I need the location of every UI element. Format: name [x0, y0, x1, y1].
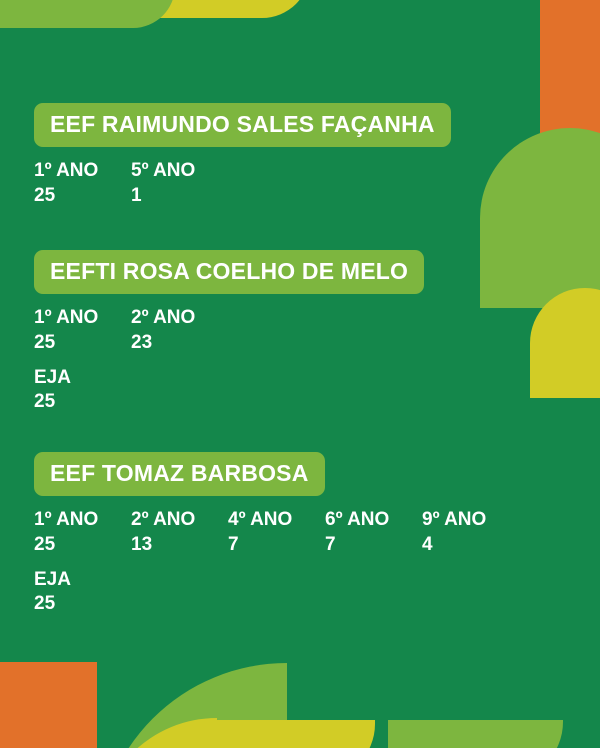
grade-column: 2º ANO 13: [131, 509, 228, 557]
decor-bottom-green-rounded: [388, 720, 563, 748]
grade-label: 1º ANO: [34, 307, 99, 328]
school-block-3: EEF TOMAZ BARBOSA 1º ANO 25 2º ANO 13 4º…: [34, 452, 519, 616]
grade-column: EJA 25: [34, 569, 131, 617]
grade-column: EJA 25: [34, 367, 131, 415]
grade-value: 7: [325, 533, 336, 555]
grade-row: 1º ANO 25 5º ANO 1: [34, 160, 451, 208]
grade-column: 4º ANO 7: [228, 509, 325, 557]
grade-label: 5º ANO: [131, 160, 196, 181]
decor-bottom-yellow-rounded: [207, 720, 375, 748]
grade-value: 25: [34, 593, 56, 615]
grade-value: 13: [131, 533, 153, 555]
grade-column: 6º ANO 7: [325, 509, 422, 557]
grade-value: 25: [34, 331, 56, 353]
school-block-2: EEFTI ROSA COELHO DE MELO 1º ANO 25 2º A…: [34, 250, 425, 415]
grade-value: 25: [34, 391, 56, 413]
grade-row: 1º ANO 25 2º ANO 13 4º ANO 7 6º ANO 7 9º…: [34, 509, 519, 557]
grade-label: 6º ANO: [325, 509, 390, 530]
grade-column: 1º ANO 25: [34, 160, 131, 208]
grade-value: 23: [131, 331, 153, 353]
grade-label: 1º ANO: [34, 160, 99, 181]
decor-top-green-band-overlay: [0, 0, 175, 28]
grade-label: EJA: [34, 568, 71, 590]
school-name-badge: EEFTI ROSA COELHO DE MELO: [34, 250, 425, 294]
grade-column: 1º ANO 25: [34, 307, 131, 355]
grade-value: 25: [34, 184, 56, 206]
school-name-badge: EEF RAIMUNDO SALES FAÇANHA: [34, 103, 451, 147]
grade-label: 4º ANO: [228, 509, 293, 530]
grade-value: 1: [131, 184, 142, 206]
grade-row: EJA 25: [34, 367, 424, 415]
grade-label: 2º ANO: [131, 509, 196, 530]
grade-label: 9º ANO: [422, 509, 487, 530]
grade-column: 1º ANO 25: [34, 509, 131, 557]
grade-column: 9º ANO 4: [422, 509, 519, 557]
grade-value: 7: [228, 533, 239, 555]
decor-bottom-orange-square: [0, 662, 97, 748]
grade-label: 2º ANO: [131, 307, 196, 328]
grade-row: EJA 25: [34, 569, 519, 617]
school-block-1: EEF RAIMUNDO SALES FAÇANHA 1º ANO 25 5º …: [34, 103, 451, 208]
grade-column: 5º ANO 1: [131, 160, 228, 208]
grade-value: 4: [422, 533, 433, 555]
grade-label: 1º ANO: [34, 509, 99, 530]
grade-label: EJA: [34, 366, 71, 388]
grade-column: 2º ANO 23: [131, 307, 228, 355]
grade-value: 25: [34, 533, 56, 555]
grade-row: 1º ANO 25 2º ANO 23: [34, 307, 424, 355]
school-name-badge: EEF TOMAZ BARBOSA: [34, 452, 325, 496]
